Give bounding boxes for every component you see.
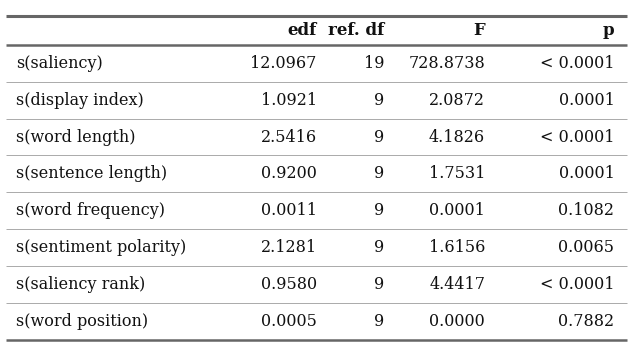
Text: 1.7531: 1.7531 (429, 165, 485, 183)
Text: 12.0967: 12.0967 (250, 55, 317, 72)
Text: s(word position): s(word position) (16, 313, 148, 330)
Text: < 0.0001: < 0.0001 (540, 55, 614, 72)
Text: 2.5416: 2.5416 (260, 129, 317, 146)
Text: 9: 9 (374, 92, 384, 109)
Text: 9: 9 (374, 202, 384, 219)
Text: p: p (603, 22, 614, 39)
Text: < 0.0001: < 0.0001 (540, 276, 614, 293)
Text: < 0.0001: < 0.0001 (540, 129, 614, 146)
Text: 1.6156: 1.6156 (429, 239, 485, 256)
Text: 2.0872: 2.0872 (429, 92, 485, 109)
Text: s(display index): s(display index) (16, 92, 144, 109)
Text: 728.8738: 728.8738 (408, 55, 485, 72)
Text: 0.1082: 0.1082 (558, 202, 614, 219)
Text: 19: 19 (364, 55, 384, 72)
Text: 9: 9 (374, 313, 384, 330)
Text: 9: 9 (374, 239, 384, 256)
Text: 0.0001: 0.0001 (429, 202, 485, 219)
Text: 0.0005: 0.0005 (261, 313, 317, 330)
Text: s(saliency rank): s(saliency rank) (16, 276, 145, 293)
Text: 0.0001: 0.0001 (559, 92, 614, 109)
Text: 2.1281: 2.1281 (260, 239, 317, 256)
Text: 4.4417: 4.4417 (429, 276, 485, 293)
Text: 0.0000: 0.0000 (429, 313, 485, 330)
Text: 0.0011: 0.0011 (261, 202, 317, 219)
Text: 0.7882: 0.7882 (558, 313, 614, 330)
Text: 1.0921: 1.0921 (260, 92, 317, 109)
Text: s(sentiment polarity): s(sentiment polarity) (16, 239, 186, 256)
Text: 9: 9 (374, 165, 384, 183)
Text: F: F (474, 22, 485, 39)
Text: ref. df: ref. df (328, 22, 384, 39)
Text: 0.0001: 0.0001 (559, 165, 614, 183)
Text: 0.9200: 0.9200 (261, 165, 317, 183)
Text: 0.0065: 0.0065 (558, 239, 614, 256)
Text: edf: edf (287, 22, 317, 39)
Text: s(saliency): s(saliency) (16, 55, 103, 72)
Text: s(sentence length): s(sentence length) (16, 165, 167, 183)
Text: 4.1826: 4.1826 (429, 129, 485, 146)
Text: 9: 9 (374, 276, 384, 293)
Text: s(word frequency): s(word frequency) (16, 202, 165, 219)
Text: 0.9580: 0.9580 (260, 276, 317, 293)
Text: s(word length): s(word length) (16, 129, 136, 146)
Text: 9: 9 (374, 129, 384, 146)
